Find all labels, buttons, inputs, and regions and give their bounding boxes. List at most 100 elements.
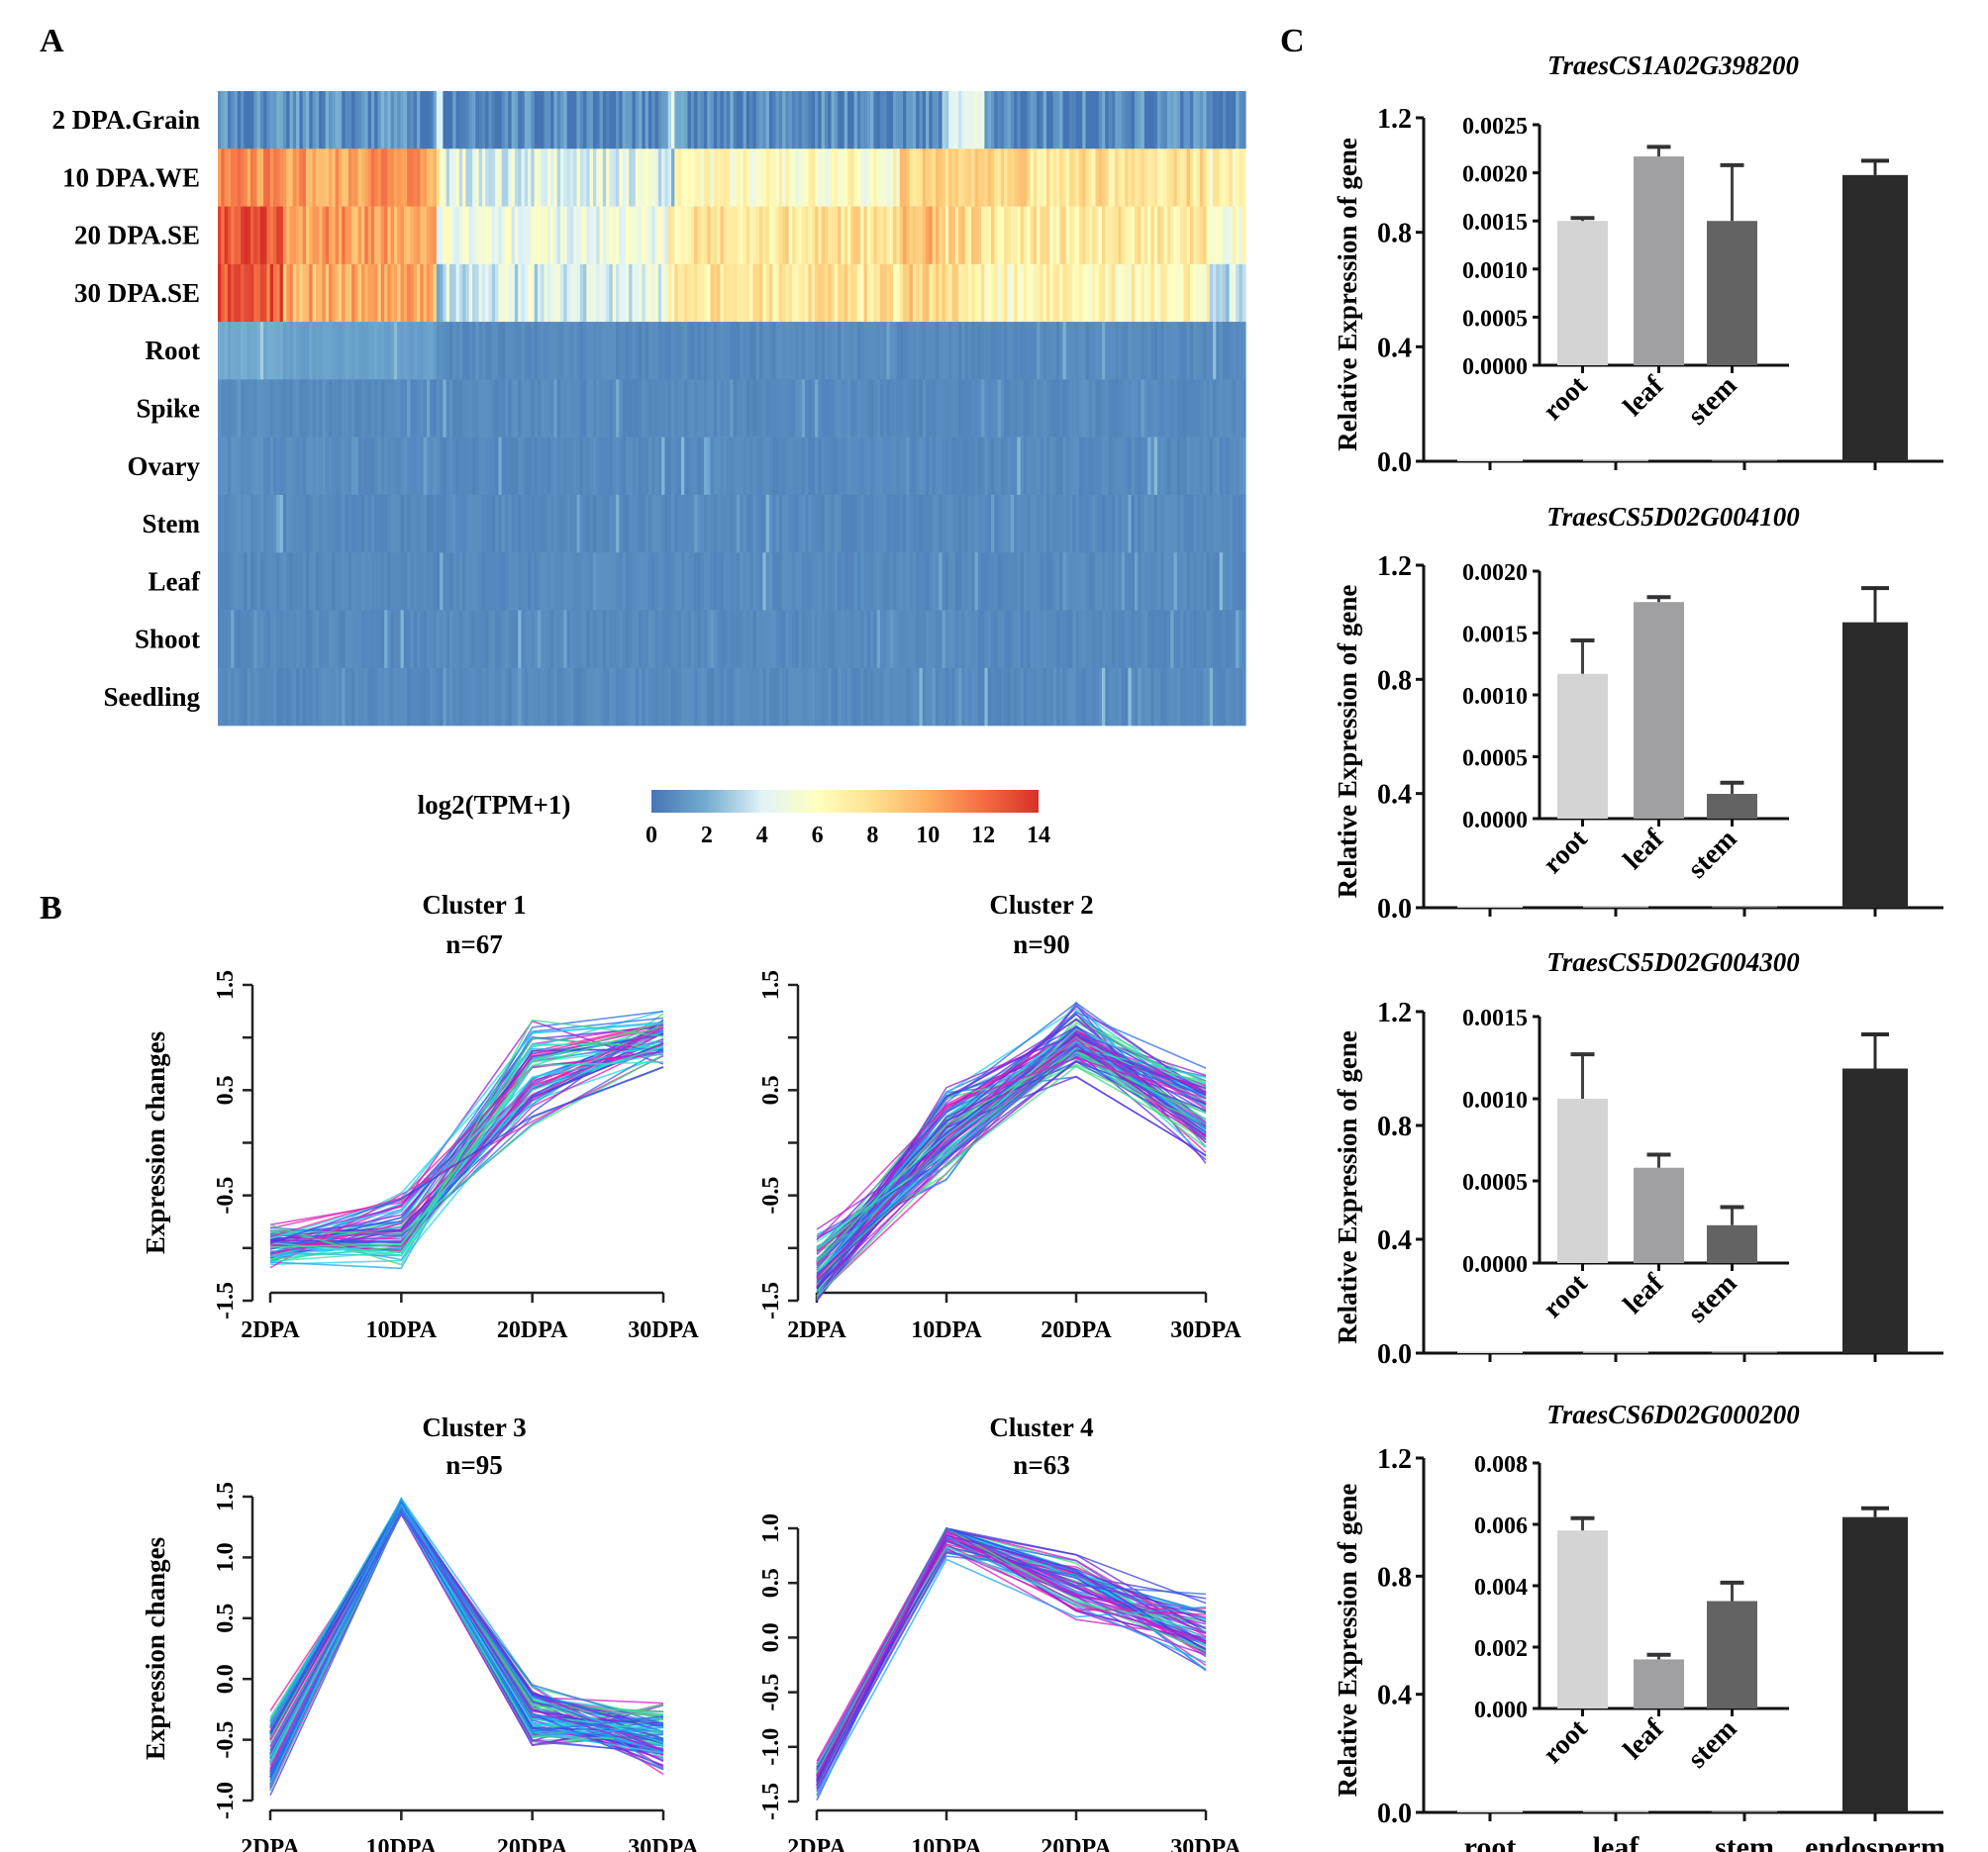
heatmap-cell — [322, 263, 327, 323]
heatmap-cell — [1176, 667, 1181, 727]
heatmap-cell — [407, 91, 412, 149]
heatmap-cell — [1102, 91, 1106, 149]
heatmap-cell — [514, 206, 519, 265]
heatmap-cell — [1023, 610, 1028, 669]
heatmap-cell — [1157, 437, 1161, 496]
heatmap-cell — [841, 494, 845, 553]
heatmap-cell — [342, 437, 347, 496]
heatmap-cell — [430, 494, 435, 553]
heatmap-cell — [664, 322, 669, 380]
heatmap-cell — [619, 91, 624, 149]
heatmap-cell — [566, 494, 571, 553]
heatmap-cell — [237, 437, 242, 496]
heatmap-cell — [322, 667, 327, 727]
heatmap-cell — [896, 667, 901, 727]
heatmap-cell — [828, 148, 833, 207]
heatmap-cell — [1020, 437, 1025, 496]
heatmap-cell — [276, 148, 281, 207]
heatmap-cell — [717, 552, 722, 611]
heatmap-cell — [661, 322, 666, 380]
heatmap-cell — [642, 91, 646, 149]
heatmap-cell — [990, 91, 995, 149]
heatmap-cell — [844, 437, 848, 496]
heatmap-cell — [403, 206, 408, 265]
heatmap-cell — [237, 610, 242, 669]
heatmap-cell — [939, 437, 944, 496]
heatmap-cell — [778, 610, 783, 669]
heatmap-cell — [994, 610, 999, 669]
heatmap-cell — [253, 667, 258, 727]
heatmap-cell — [1075, 206, 1080, 265]
heatmap-cell — [501, 206, 506, 265]
heatmap-cell — [906, 379, 911, 438]
heatmap-cell — [488, 148, 493, 207]
heatmap-cell — [367, 263, 372, 323]
heatmap-cell — [524, 610, 529, 669]
heatmap-cell — [727, 667, 731, 727]
heatmap-cell — [870, 322, 874, 380]
heatmap-cell — [981, 610, 985, 669]
heatmap-cell — [292, 494, 297, 553]
heatmap-cell — [462, 437, 467, 496]
heatmap-cell — [922, 610, 927, 669]
heatmap-cell — [370, 610, 375, 669]
heatmap-cell — [720, 610, 725, 669]
heatmap-cell — [690, 552, 695, 611]
heatmap-cell — [1004, 91, 1009, 149]
inset-x-tick-label: stem — [1682, 824, 1743, 885]
heatmap-cell — [997, 552, 1002, 611]
heatmap-cell — [1027, 148, 1032, 207]
heatmap-cell — [1108, 610, 1113, 669]
heatmap-cell — [850, 379, 855, 438]
heatmap-cell — [977, 610, 982, 669]
heatmap-cell — [524, 263, 529, 323]
heatmap-cell — [440, 322, 444, 380]
heatmap-cell — [893, 667, 898, 727]
heatmap-cell — [846, 206, 851, 265]
heatmap-cell — [380, 263, 385, 323]
heatmap-cell — [720, 206, 725, 265]
heatmap-cell — [1062, 610, 1067, 669]
heatmap-cell — [1199, 379, 1204, 438]
heatmap-cell — [485, 552, 490, 611]
heatmap-cell — [472, 494, 476, 553]
heatmap-cell — [302, 494, 307, 553]
heatmap-cell — [263, 552, 268, 611]
heatmap-cell — [896, 379, 901, 438]
heatmap-cell — [299, 552, 304, 611]
heatmap-cell — [279, 322, 284, 380]
heatmap-cell — [733, 148, 738, 207]
heatmap-cell — [612, 437, 617, 496]
heatmap-cell — [319, 263, 324, 323]
heatmap-cell — [1118, 91, 1123, 149]
bar-root — [1457, 906, 1523, 908]
heatmap-cell — [654, 667, 659, 727]
heatmap-cell — [583, 610, 587, 669]
heatmap-cell — [1206, 494, 1211, 553]
heatmap-cell — [717, 91, 722, 149]
heatmap-cell — [740, 552, 745, 611]
heatmap-cell — [221, 91, 226, 149]
heatmap-cell — [247, 91, 251, 149]
heatmap-cell — [289, 148, 294, 207]
heatmap-cell — [690, 610, 695, 669]
heatmap-cell — [657, 437, 662, 496]
heatmap-cell — [1213, 552, 1217, 611]
x-tick-label: stem — [1715, 1831, 1774, 1852]
heatmap-cell — [1075, 667, 1080, 727]
heatmap-cell — [1196, 494, 1201, 553]
y-axis-title: Relative Expression of gene — [1333, 1484, 1362, 1798]
heatmap-cell — [866, 379, 871, 438]
heatmap-cell — [1111, 322, 1116, 380]
heatmap-cell — [521, 322, 526, 380]
heatmap-cell — [573, 263, 578, 323]
heatmap-cell — [762, 494, 767, 553]
heatmap-cell — [1173, 379, 1178, 438]
heatmap-cell — [870, 552, 874, 611]
heatmap-cell — [547, 667, 551, 727]
heatmap-cell — [746, 494, 750, 553]
heatmap-cell — [1078, 91, 1083, 149]
heatmap-cell — [1150, 667, 1155, 727]
panel-label-c: C — [1280, 23, 1305, 59]
heatmap-cell — [690, 206, 695, 265]
